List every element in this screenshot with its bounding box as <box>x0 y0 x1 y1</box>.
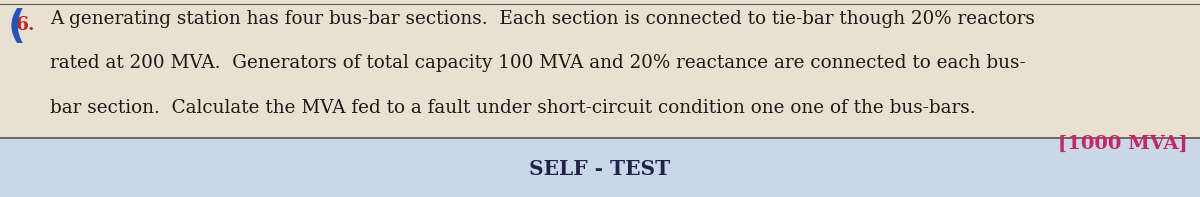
FancyBboxPatch shape <box>0 138 1200 197</box>
Text: bar section.  Calculate the MVA fed to a fault under short-circuit condition one: bar section. Calculate the MVA fed to a … <box>50 98 976 116</box>
Text: [1000 MVA]: [1000 MVA] <box>1058 135 1188 153</box>
Text: (: ( <box>7 8 25 46</box>
Text: rated at 200 MVA.  Generators of total capacity 100 MVA and 20% reactance are co: rated at 200 MVA. Generators of total ca… <box>50 54 1026 72</box>
Text: SELF - TEST: SELF - TEST <box>529 159 671 179</box>
Text: A generating station has four bus-bar sections.  Each section is connected to ti: A generating station has four bus-bar se… <box>50 10 1036 28</box>
Text: 6.: 6. <box>16 16 35 34</box>
